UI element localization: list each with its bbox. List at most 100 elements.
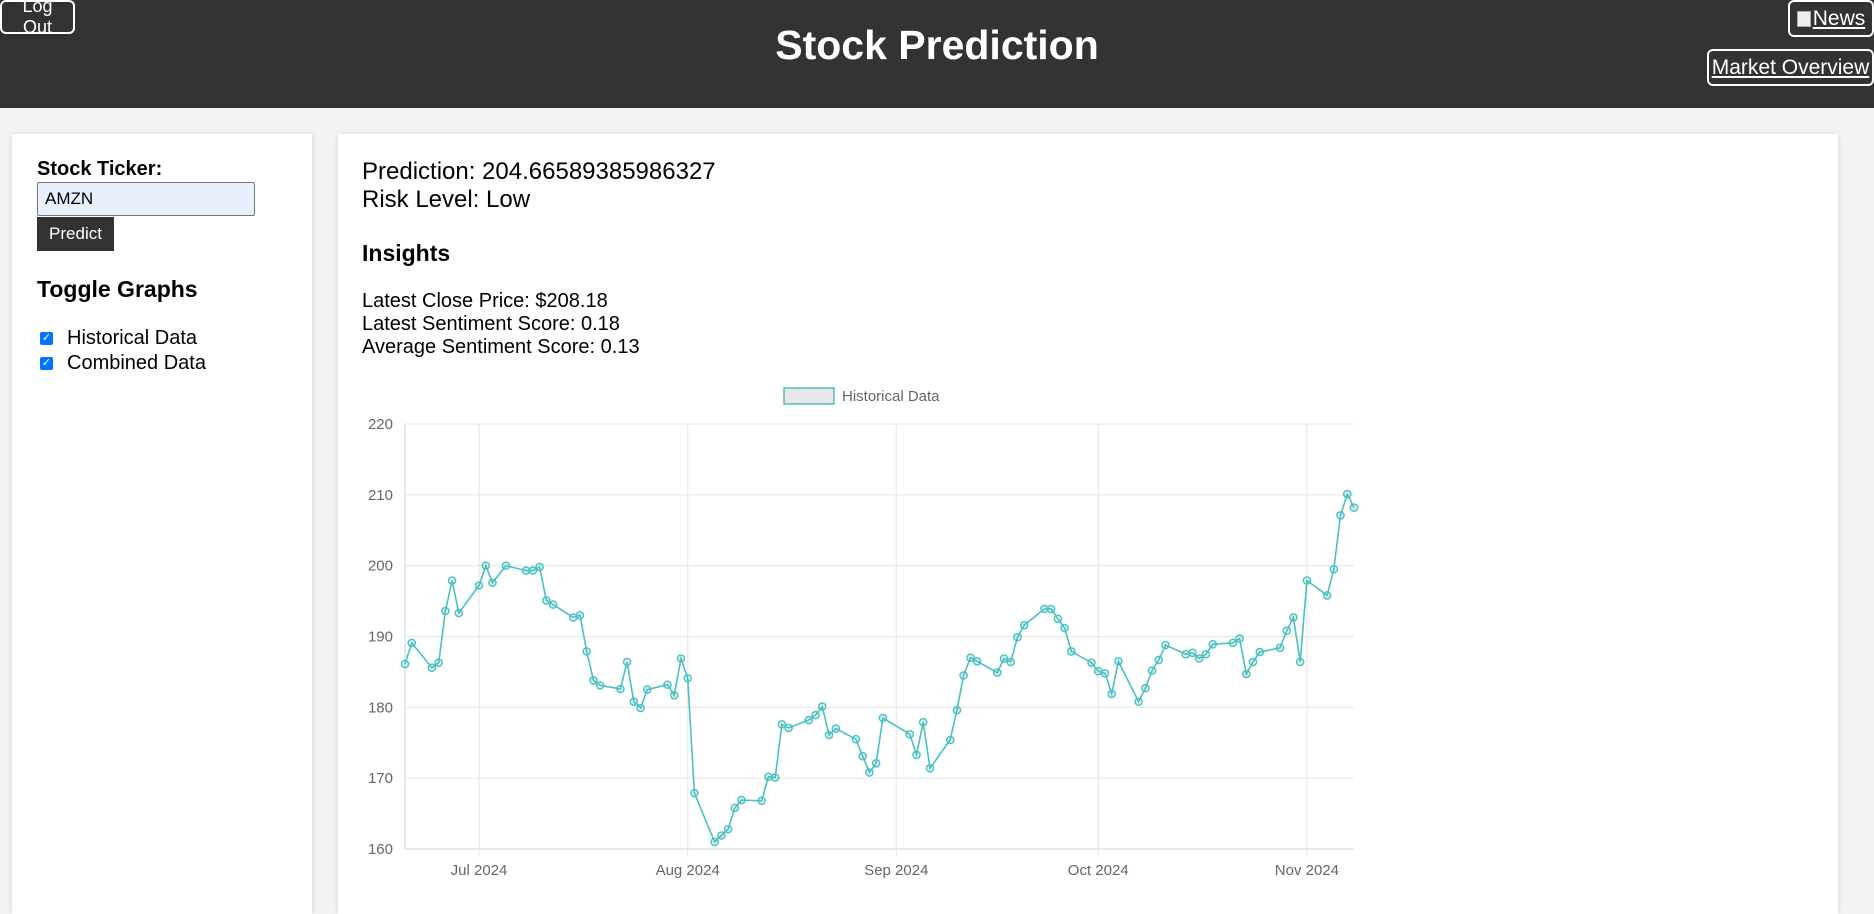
data-point <box>918 717 928 727</box>
data-point <box>784 723 793 733</box>
data-point <box>770 773 780 782</box>
data-point <box>1282 626 1292 636</box>
data-point <box>636 703 645 713</box>
log-out-button[interactable]: Log Out <box>0 0 75 37</box>
data-point <box>400 659 410 669</box>
data-point <box>878 713 888 723</box>
data-point <box>434 658 443 668</box>
data-point <box>589 676 598 685</box>
data-point <box>629 697 639 707</box>
data-point <box>447 576 457 585</box>
data-point <box>1201 649 1211 659</box>
data-point <box>575 610 585 620</box>
data-point <box>474 581 484 590</box>
data-point <box>925 764 935 773</box>
checkbox-checked-icon[interactable]: ✓ <box>40 357 53 370</box>
data-point <box>541 596 551 605</box>
data-point <box>1349 503 1359 512</box>
data-point <box>1087 658 1096 668</box>
data-point <box>1181 649 1191 659</box>
data-point <box>737 795 746 805</box>
data-point <box>723 824 733 834</box>
data-point <box>1154 655 1164 665</box>
data-point <box>1147 666 1157 675</box>
insight-average-sentiment: Average Sentiment Score: 0.13 <box>362 336 640 358</box>
data-point <box>669 690 679 700</box>
data-point <box>824 730 834 740</box>
prediction-text: Prediction: 204.66589385986327 <box>362 158 716 185</box>
stock-ticker-input[interactable] <box>37 182 255 216</box>
toggle-combined-data[interactable]: ✓ Combined Data <box>40 352 206 375</box>
stock-ticker-label: Stock Ticker: <box>37 158 163 180</box>
data-point <box>1336 511 1345 520</box>
toggle-historical-data[interactable]: ✓ Historical Data <box>40 327 197 350</box>
data-point <box>757 796 767 806</box>
data-point <box>905 729 915 739</box>
data-point <box>1194 654 1204 663</box>
data-point <box>595 681 605 690</box>
insights-heading: Insights <box>362 240 451 266</box>
data-point <box>1255 647 1265 657</box>
y-tick-label: 160 <box>368 841 393 858</box>
results-panel: Prediction: 204.66589385986327 Risk Leve… <box>338 134 1838 914</box>
data-point <box>811 710 820 720</box>
data-point <box>858 751 868 761</box>
toggle-graphs-heading: Toggle Graphs <box>37 276 198 302</box>
data-point <box>1107 689 1117 699</box>
news-link-label: News <box>1812 6 1866 30</box>
y-tick-label: 220 <box>368 416 393 433</box>
data-point <box>622 657 632 667</box>
data-point <box>865 768 874 777</box>
checkbox-checked-icon[interactable]: ✓ <box>40 332 53 345</box>
data-point <box>710 837 719 847</box>
legend-swatch[interactable] <box>783 387 835 405</box>
data-point <box>1302 576 1312 585</box>
data-point <box>1134 697 1143 707</box>
data-point <box>690 788 699 798</box>
data-point <box>1208 639 1218 649</box>
historical-data-chart: 220 210 200 190 180 170 160 Jul 2024 Aug 2024 Se… <box>368 387 1359 879</box>
risk-level-text: Risk Level: Low <box>362 186 531 213</box>
data-point <box>1289 613 1298 622</box>
data-point <box>683 673 693 683</box>
data-point <box>804 715 814 725</box>
data-point <box>1019 620 1029 630</box>
data-point <box>999 654 1009 663</box>
data-point <box>959 671 968 680</box>
data-point <box>528 566 538 575</box>
data-point <box>1275 643 1285 653</box>
data-point <box>871 758 881 768</box>
x-tick-label: Jul 2024 <box>451 862 508 879</box>
x-tick-label: Sep 2024 <box>864 862 928 879</box>
data-point <box>1235 634 1244 643</box>
data-point <box>730 803 740 813</box>
data-point <box>831 724 841 733</box>
sidebar: Stock Ticker: Predict Toggle Graphs ✓ Hi… <box>12 134 312 914</box>
data-point <box>1006 657 1016 667</box>
data-point <box>952 705 962 715</box>
data-point <box>817 702 827 711</box>
data-point <box>548 600 558 609</box>
news-link[interactable]: News <box>1788 0 1874 37</box>
data-point <box>642 685 652 694</box>
data-point <box>535 562 544 572</box>
data-point <box>1343 489 1352 499</box>
toggle-label: Historical Data <box>67 327 198 349</box>
market-overview-link[interactable]: Market Overview <box>1707 49 1874 86</box>
x-tick-label: Nov 2024 <box>1275 862 1339 879</box>
insight-latest-close: Latest Close Price: $208.18 <box>362 290 608 312</box>
data-point <box>1046 604 1056 614</box>
data-point <box>1242 669 1251 679</box>
data-point <box>1013 632 1022 642</box>
x-tick-label: Aug 2024 <box>656 862 720 879</box>
data-point <box>1329 564 1339 574</box>
data-point <box>407 638 416 648</box>
data-point <box>1093 666 1103 676</box>
data-point <box>972 656 982 666</box>
data-point <box>676 654 686 663</box>
insight-latest-sentiment: Latest Sentiment Score: 0.18 <box>362 313 620 335</box>
legend-label[interactable]: Historical Data <box>842 388 940 405</box>
data-point <box>912 750 921 760</box>
predict-button[interactable]: Predict <box>37 217 114 251</box>
data-point <box>1248 657 1258 667</box>
